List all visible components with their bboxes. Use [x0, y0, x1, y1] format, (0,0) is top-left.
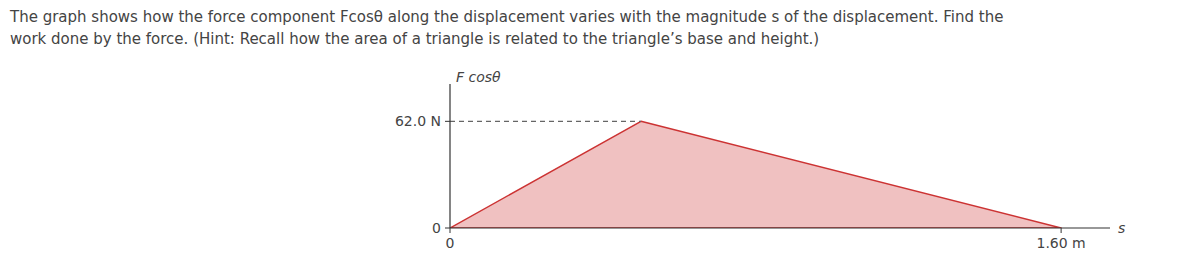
reference-line: [450, 121, 641, 122]
y-tick-label: 62.0 N: [395, 113, 441, 129]
x-tick: [450, 228, 451, 233]
x-tick: [1061, 228, 1062, 233]
x-tick-label: 1.60 m: [1036, 235, 1085, 251]
chart: The graph shows how the force component …: [0, 0, 1200, 267]
plot-area: [450, 121, 1061, 228]
area: [450, 121, 1061, 228]
subtitle: work done by the force. (Hint: Recall ho…: [10, 30, 819, 48]
x-axis: [450, 227, 1110, 228]
x-tick-label: 0: [446, 235, 455, 251]
y-axis-label: F cosθ: [456, 69, 501, 85]
x-axis-label: s: [1118, 220, 1125, 236]
y-tick-label: 0: [432, 220, 441, 236]
title: The graph shows how the force component …: [9, 8, 1003, 26]
y-tick: [445, 228, 450, 229]
y-tick: [445, 121, 450, 122]
y-axis: [449, 84, 450, 228]
